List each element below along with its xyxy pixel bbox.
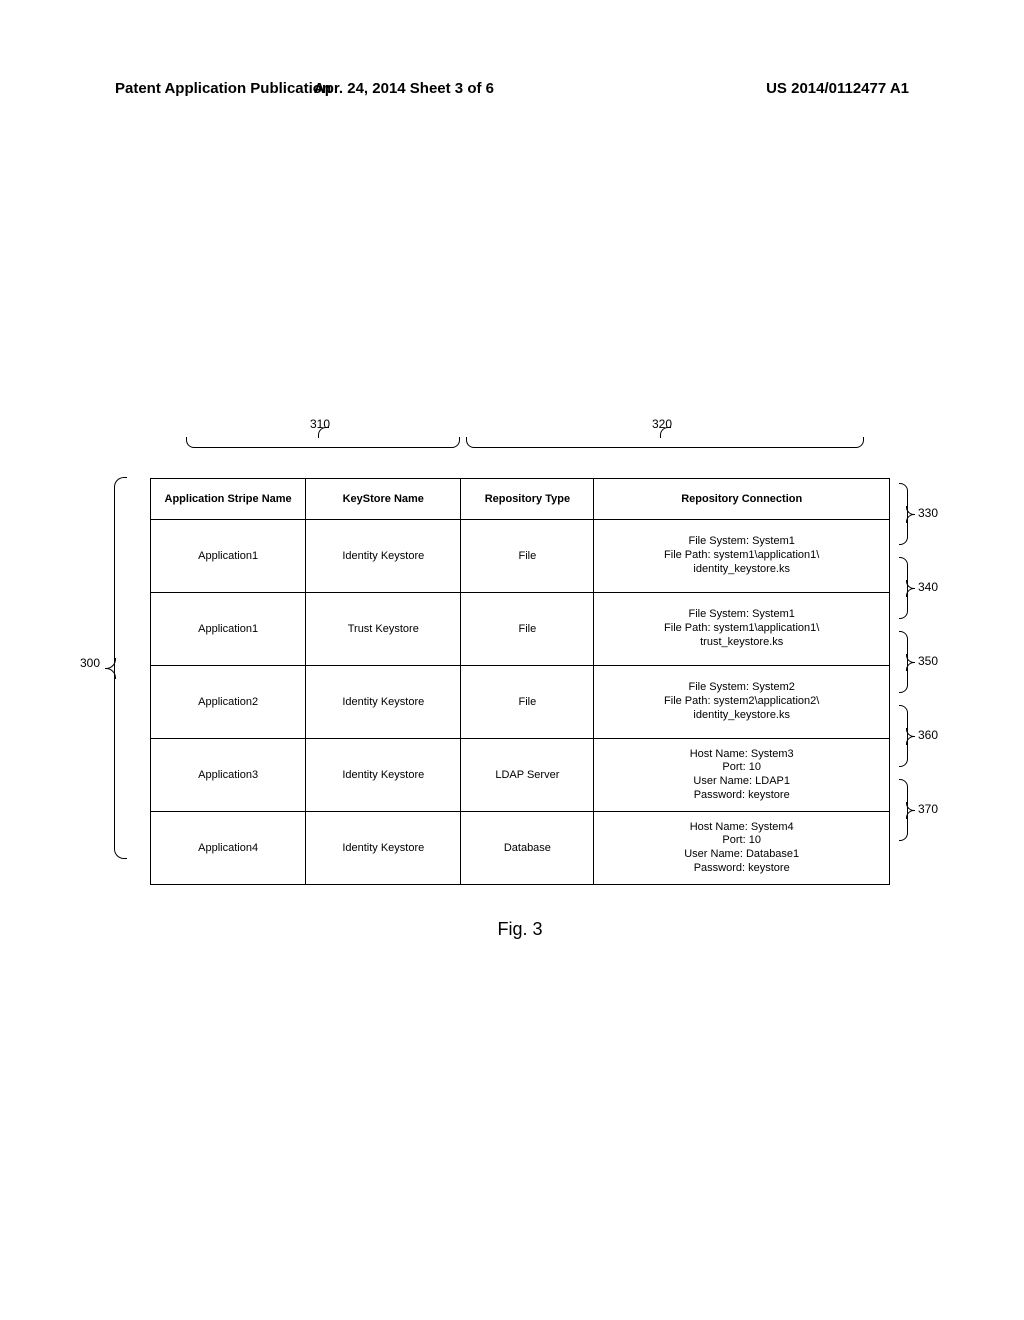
- table-brace-left: [114, 477, 127, 859]
- row-ref-label: 370: [918, 802, 938, 816]
- table-row: Application1Trust KeystoreFileFile Syste…: [151, 593, 890, 666]
- row-ref-label: 350: [918, 654, 938, 668]
- column-group-brace: [186, 437, 460, 448]
- table-cell: Application2: [151, 666, 306, 739]
- row-brace: [899, 631, 908, 693]
- table-row: Application3Identity KeystoreLDAP Server…: [151, 739, 890, 812]
- table-body: Application1Identity KeystoreFileFile Sy…: [151, 520, 890, 885]
- header-publication: Patent Application Publication: [115, 80, 331, 97]
- table-cell: File System: System1 File Path: system1\…: [594, 520, 890, 593]
- column-header: KeyStore Name: [306, 479, 461, 520]
- table-row: Application4Identity KeystoreDatabaseHos…: [151, 812, 890, 885]
- table-cell: Application4: [151, 812, 306, 885]
- table-row: Application2Identity KeystoreFileFile Sy…: [151, 666, 890, 739]
- table-cell: Application1: [151, 593, 306, 666]
- row-ref-label: 360: [918, 728, 938, 742]
- table-cell: Host Name: System4 Port: 10 User Name: D…: [594, 812, 890, 885]
- table-cell: Identity Keystore: [306, 812, 461, 885]
- row-ref-label: 340: [918, 580, 938, 594]
- table-cell: File: [461, 593, 594, 666]
- table-cell: Identity Keystore: [306, 520, 461, 593]
- table-cell: Application3: [151, 739, 306, 812]
- row-ref-label: 330: [918, 506, 938, 520]
- table-cell: File: [461, 666, 594, 739]
- table-cell: Identity Keystore: [306, 666, 461, 739]
- table-header-row: Application Stripe NameKeyStore NameRepo…: [151, 479, 890, 520]
- table-row: Application1Identity KeystoreFileFile Sy…: [151, 520, 890, 593]
- column-header: Repository Type: [461, 479, 594, 520]
- row-brace: [899, 705, 908, 767]
- table-cell: Application1: [151, 520, 306, 593]
- table-ref-300: 300: [80, 656, 100, 670]
- figure-caption: Fig. 3: [497, 919, 542, 940]
- table-cell: LDAP Server: [461, 739, 594, 812]
- table-cell: Host Name: System3 Port: 10 User Name: L…: [594, 739, 890, 812]
- table-cell: File: [461, 520, 594, 593]
- row-brace: [899, 557, 908, 619]
- table-cell: File System: System2 File Path: system2\…: [594, 666, 890, 739]
- table-cell: Trust Keystore: [306, 593, 461, 666]
- row-brace: [899, 483, 908, 545]
- figure-3: 310320 300 Application Stripe NameKeySto…: [150, 435, 890, 885]
- table-cell: File System: System1 File Path: system1\…: [594, 593, 890, 666]
- keystore-table: Application Stripe NameKeyStore NameRepo…: [150, 478, 890, 885]
- column-header: Repository Connection: [594, 479, 890, 520]
- table-cell: Identity Keystore: [306, 739, 461, 812]
- table-cell: Database: [461, 812, 594, 885]
- column-header: Application Stripe Name: [151, 479, 306, 520]
- header-patent-number: US 2014/0112477 A1: [766, 80, 909, 97]
- patent-header: Patent Application Publication Apr. 24, …: [115, 80, 909, 97]
- column-group-brace: [466, 437, 864, 448]
- row-brace: [899, 779, 908, 841]
- column-group-braces: 310320: [150, 435, 890, 470]
- header-date-sheet: Apr. 24, 2014 Sheet 3 of 6: [314, 80, 494, 97]
